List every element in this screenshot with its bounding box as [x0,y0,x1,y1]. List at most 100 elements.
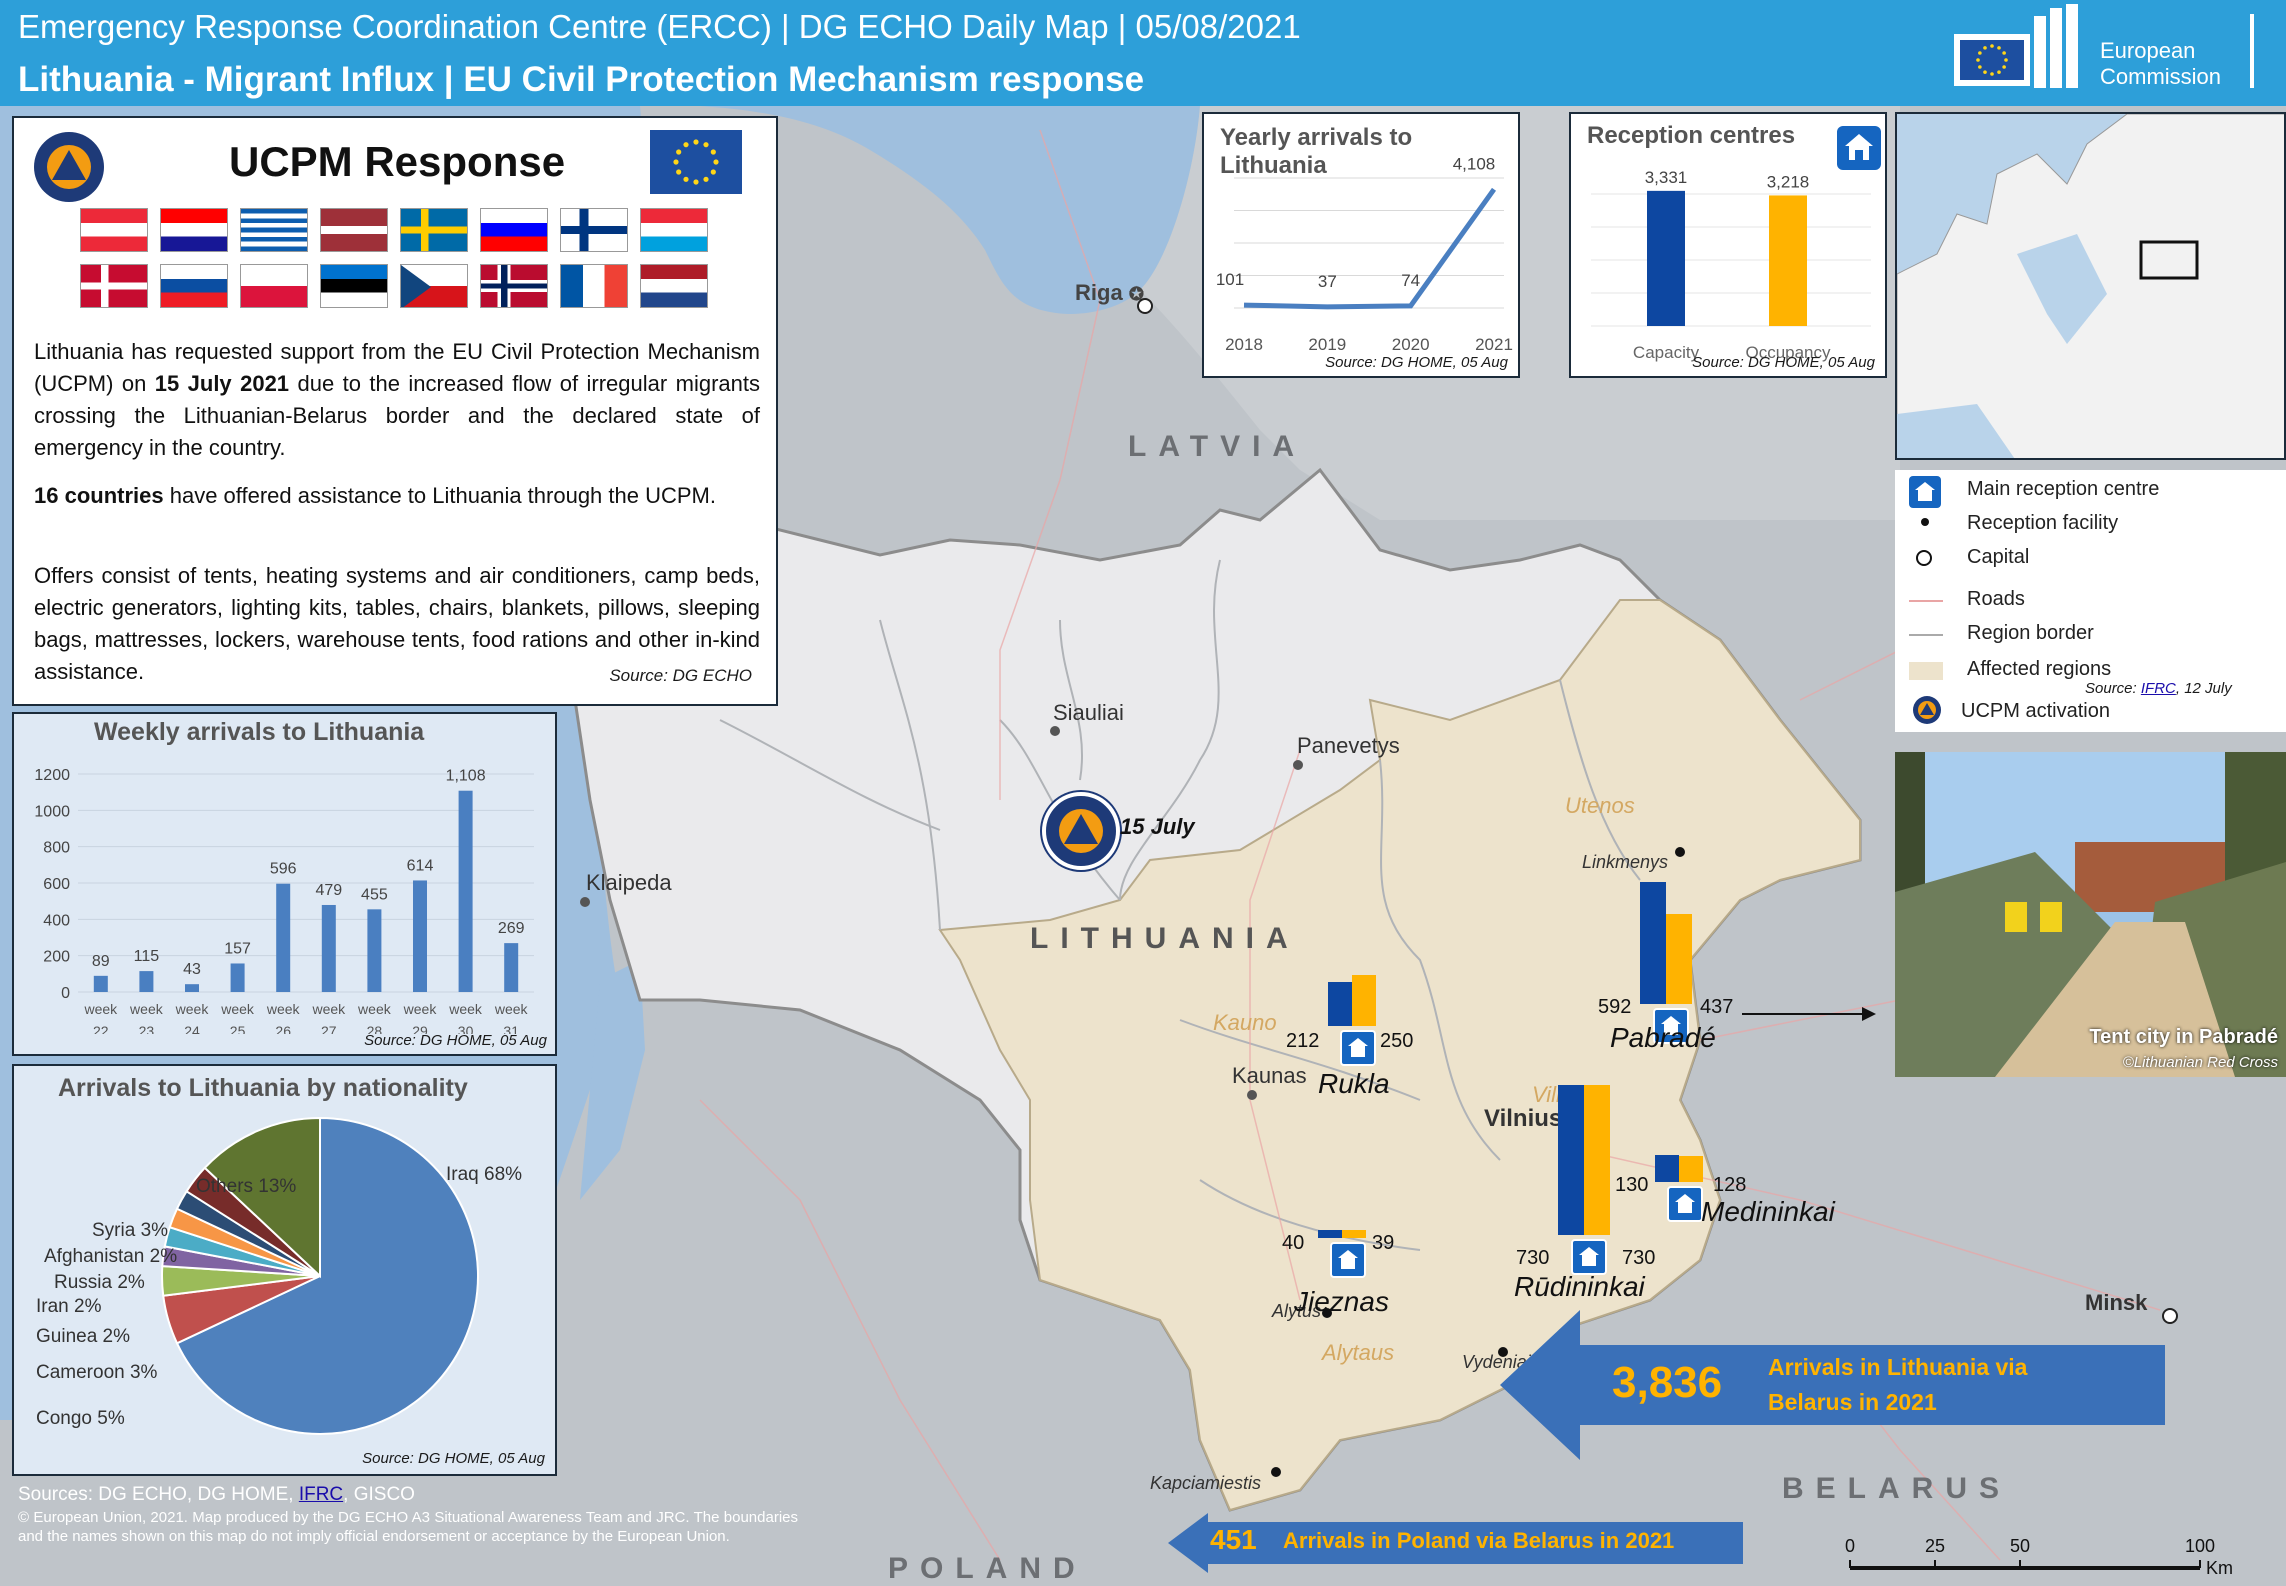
arrow-lithuania [1500,1310,2165,1460]
legend-ucpm-activation: UCPM activation [1961,700,2110,722]
inset-locator-map[interactable] [1895,112,2286,460]
main-reception-centre-icon [1909,476,1941,508]
flag-sweden-icon [400,208,468,252]
photo-illustration [1895,752,2286,1077]
header-line-2: Lithuania - Migrant Influx | EU Civil Pr… [18,60,1145,99]
house-icon [1571,1239,1607,1275]
reception-value-label: 3,218 [1767,172,1810,191]
weekly-x-tick: 26 [275,1023,291,1034]
reception-bar-capacity [1647,190,1685,326]
weekly-y-tick: 0 [61,985,70,1002]
ucpm-activation-marker[interactable] [1042,792,1120,870]
eu-star [683,176,689,182]
reception-centres-panel: Reception centres 3,331 Capacity 3,218 Occu… [1569,112,1887,378]
yearly-value-label: 74 [1401,271,1420,290]
weekly-value-label: 157 [224,940,251,957]
flag-estonia-icon [320,264,388,308]
flag-czechia-icon [400,264,468,308]
flag-croatia-icon [160,208,228,252]
weekly-value-label: 455 [361,886,388,903]
occupancy-bar [1666,914,1692,1004]
occupancy-bar [1679,1155,1703,1182]
weekly-x-tick: 28 [367,1023,383,1034]
flag-france-icon [560,264,628,308]
city-panevetys: Panevetys [1297,733,1400,758]
nationality-pie-chart[interactable]: Iraq 68% Congo 5% Cameroon 3% Guinea 2% Iran… [14,1106,555,1446]
pie-slice-label: Afghanistan 2% [44,1246,177,1267]
centre-name: Rūdininkai [1514,1271,1645,1302]
ucpm-title: UCPM Response [229,138,566,185]
flag-slovakia-icon [160,264,228,308]
legend-main-reception: Main reception centre [1967,478,2160,500]
footer-sources-suffix: , GISCO [343,1484,415,1505]
centre-name: Pabradé [1610,1022,1716,1053]
weekly-bar-chart[interactable]: 0 200 400 600 800 1000 1200 89 week 22 115 week 23 43… [14,744,555,1034]
logo-divider [2250,14,2254,88]
weekly-x-tick: 25 [230,1023,246,1034]
reception-centre-1[interactable]: 592 437 Pabradé [1598,882,1733,1053]
reception-centre-4[interactable]: 730 730 Rūdininkai [1514,1085,1655,1302]
capacity-label: 730 [1516,1247,1550,1269]
label-lithuania: LITHUANIA [1030,922,1300,955]
legend-roads: Roads [1967,588,2025,610]
centre-name: Jieznas [1294,1286,1389,1317]
scale-tick-label: 50 [2010,1536,2030,1556]
eu-star [693,139,699,145]
yearly-x-tick: 2020 [1392,335,1430,354]
nationality-title: Arrivals to Lithuania by nationality [58,1074,468,1102]
flags-grid [80,208,720,318]
header-bar: Emergency Response Coordination Centre (… [0,0,2286,106]
occupancy-label: 250 [1380,1030,1414,1052]
city-vilnius: Vilnius [1484,1105,1563,1132]
arrow-poland [1168,1513,1743,1573]
reception-centre-0[interactable]: 212 250 Rukla [1286,974,1413,1099]
coast-strip [580,960,645,1200]
yearly-arrivals-panel: Yearly arrivals to Lithuania 101 2018 37 20… [1202,112,1520,378]
reception-centre-3[interactable]: 40 39 Jieznas [1282,1208,1394,1317]
flag-netherlands-icon [640,264,708,308]
weekly-bar [413,880,427,992]
eu-star [2002,65,2006,69]
flag-greece-icon [240,208,308,252]
p1-text-a: Lithuania has requested support from the… [34,339,760,396]
region-borders [719,559,1641,1251]
eu-star [1978,51,1982,55]
region-utenos: Utenos [1565,793,1635,818]
legend-source: Source: IFRC, 12 July [2085,680,2232,697]
footer-ifrc-link[interactable]: IFRC [298,1484,344,1505]
footer-sources-prefix: Sources: DG ECHO, DG HOME, [18,1484,299,1505]
p2-bold: 16 countries [34,483,164,508]
weekly-week-label: week [129,1001,164,1017]
weekly-source: Source: DG HOME, 05 Aug [364,1032,547,1049]
reception-centre-2[interactable]: 130 128 Medininkai [1615,1152,1835,1227]
centre-name: Rukla [1318,1068,1390,1099]
eu-star [1990,72,1994,76]
weekly-bar [139,971,154,992]
arrow-lithuania-text-1: Arrivals in Lithuania via [1768,1354,2028,1380]
arrow-poland-value: 451 [1210,1524,1257,1555]
weekly-bar [185,984,199,992]
tent-city-photo[interactable]: Tent city in Pabradé ©Lithuanian Red Cro… [1895,752,2286,1077]
photo-credit: ©Lithuanian Red Cross [2122,1054,2278,1071]
yearly-x-tick: 2018 [1225,335,1263,354]
pie-slice [203,1116,321,1279]
weekly-value-label: 43 [183,961,201,978]
weekly-week-label: week [494,1001,529,1017]
city-riga: Riga ✪ [1075,280,1144,305]
yearly-line-chart[interactable]: 101 2018 37 2019 74 2020 4,108 2021 [1204,158,1518,358]
eu-star [1976,58,1980,62]
eu-logo-text-1: European [2100,38,2196,63]
arrow-poland-text: Arrivals in Poland via Belarus in 2021 [1283,1528,1675,1553]
europe-locator [1897,114,2284,458]
weekly-value-label: 89 [92,953,110,970]
reception-bar-chart[interactable]: 3,331 Capacity 3,218 Occupancy [1571,154,1885,364]
house-icon [1330,1242,1366,1278]
legend-source-link[interactable]: IFRC [2140,680,2176,697]
ucpm-paragraph-2: 16 countries have offered assistance to … [34,480,760,512]
eu-star [1978,65,1982,69]
legend-capital: Capital [1967,546,2030,568]
weekly-y-tick: 200 [43,949,70,966]
eu-building-icon [1954,4,2078,88]
label-latvia: LATVIA [1128,430,1307,463]
house-icon [1667,1186,1703,1222]
